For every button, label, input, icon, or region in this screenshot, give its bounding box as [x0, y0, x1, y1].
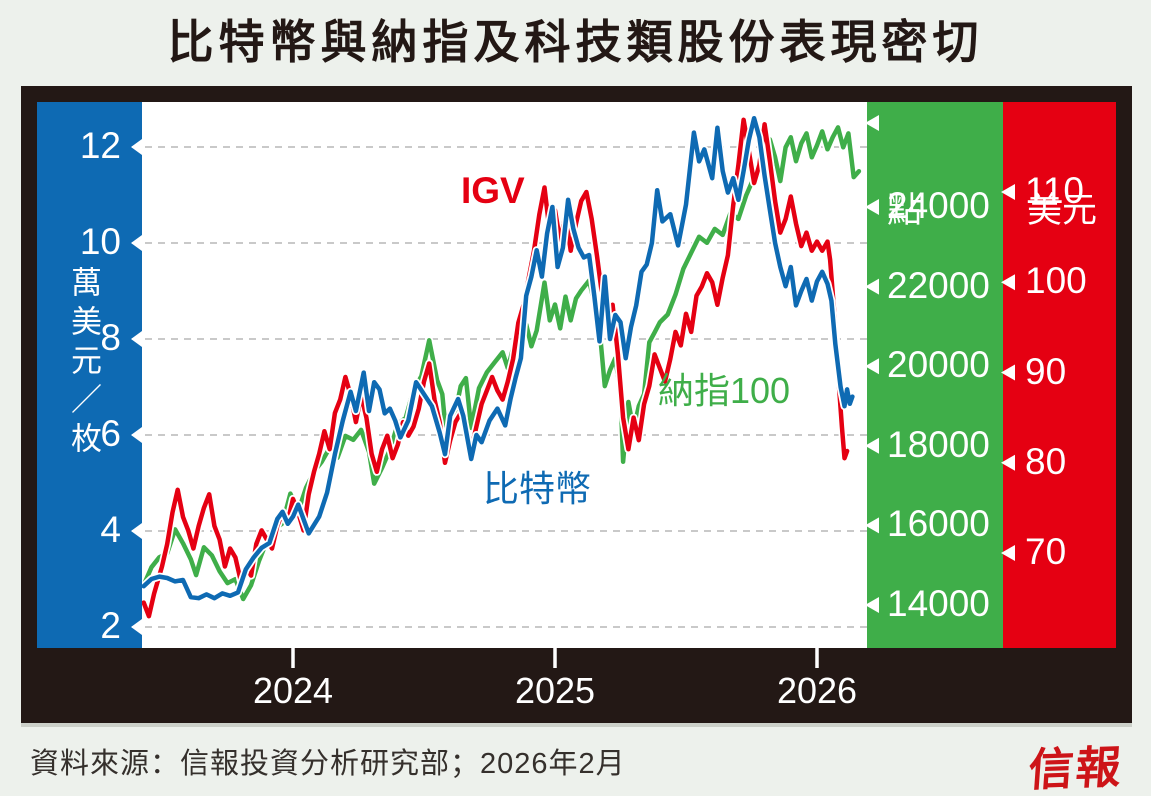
bitcoin-axis-band [37, 102, 142, 648]
nasdaq-axis-tick: 14000 [887, 583, 990, 624]
nasdaq-axis-tick: 18000 [887, 423, 990, 465]
year-label: 2025 [514, 670, 596, 711]
year-label: 2026 [776, 670, 858, 711]
bitcoin-axis-tick: 4 [100, 509, 121, 550]
igv-axis-tick: 90 [1025, 350, 1067, 392]
chart-canvas [131, 114, 1015, 668]
igv-axis-unit-label: 美元 [1027, 191, 1098, 230]
igv-axis-tick: 70 [1025, 531, 1067, 572]
axis-arrows [131, 115, 1015, 635]
igv-series-label: IGV [461, 170, 525, 211]
nasdaq-axis-unit-label: 點 [887, 191, 923, 230]
bitcoin-axis-tick: 2 [100, 605, 121, 646]
igv-axis-tick: 80 [1025, 440, 1067, 482]
year-label: 2024 [252, 670, 334, 711]
igv-axis-band [1003, 102, 1116, 648]
chart-frame: 萬美元／枚 點 美元 IGV 納指100 比特幣 12 10 8 6 4 2 24000 22… [21, 86, 1132, 727]
bitcoin-axis-tick: 8 [100, 317, 121, 358]
nasdaq-axis-tick: 22000 [887, 264, 990, 306]
nasdaq-axis-tick: 24000 [887, 185, 990, 226]
bitcoin-axis-tick: 6 [100, 413, 121, 454]
bitcoin-axis-tick: 12 [79, 125, 121, 166]
nasdaq-axis-tick: 20000 [887, 344, 990, 386]
nasdaq-axis-tick: 16000 [887, 503, 990, 545]
bitcoin-axis-tick: 10 [79, 221, 121, 262]
nasdaq-axis-band [867, 102, 1003, 648]
line-比特幣 [142, 115, 855, 601]
brand-logo: 信報 [1026, 741, 1125, 796]
igv-axis-tick: 110 [1025, 170, 1084, 211]
page-title: 比特幣與納指及科技類股份表現密切 [167, 16, 984, 68]
bitcoin-series-label: 比特幣 [483, 468, 592, 509]
source-note: 資料來源：信報投資分析研究部；2026年2月 [30, 748, 626, 780]
igv-axis-tick: 100 [1025, 260, 1087, 302]
line-IGV [142, 117, 850, 619]
year-ticks [291, 648, 819, 668]
bitcoin-axis-unit-label: 萬美元／枚 [66, 266, 101, 461]
nasdaq-series-label: 納指100 [658, 370, 791, 411]
series-lines [142, 114, 863, 621]
